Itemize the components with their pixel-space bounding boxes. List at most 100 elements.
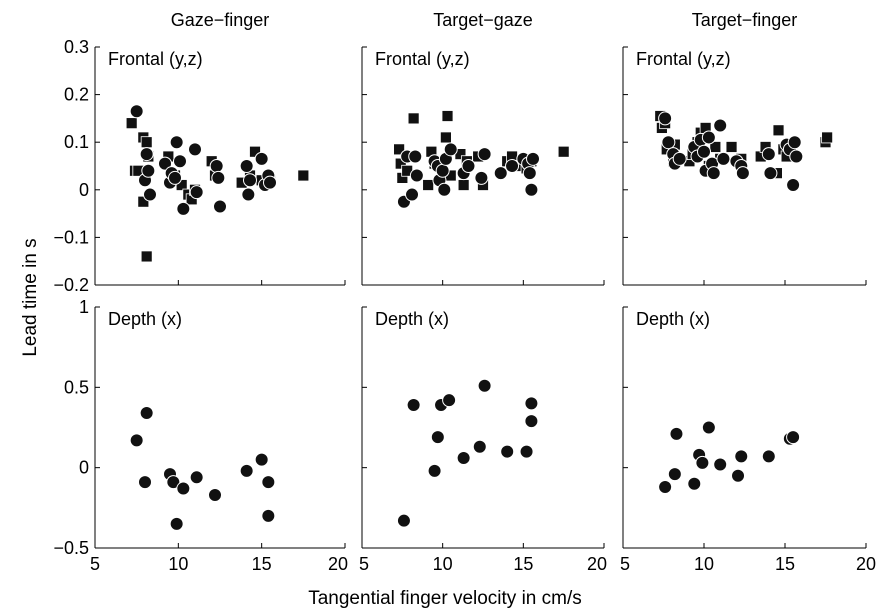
data-point-circle bbox=[243, 173, 257, 188]
data-point-circle bbox=[713, 118, 728, 133]
data-point-circle bbox=[208, 487, 222, 502]
data-point-circle bbox=[405, 187, 420, 202]
data-point-circle bbox=[524, 396, 539, 411]
data-point-circle bbox=[477, 147, 492, 162]
x-tick-label: 20 bbox=[328, 554, 348, 574]
data-point-circle bbox=[213, 199, 227, 214]
y-tick-label: 0.5 bbox=[64, 377, 89, 397]
data-point-circle bbox=[474, 170, 489, 185]
data-point-circle bbox=[461, 159, 476, 173]
data-point-circle bbox=[526, 151, 541, 166]
data-point-circle bbox=[519, 444, 534, 459]
y-tick-label: 0 bbox=[79, 180, 89, 200]
x-tick-label: 15 bbox=[775, 554, 795, 574]
x-axis-label: Tangential finger velocity in cm/s bbox=[308, 588, 582, 609]
y-tick-label: 0.3 bbox=[64, 37, 89, 57]
data-point-circle bbox=[695, 455, 710, 470]
y-tick-label: 0.2 bbox=[64, 85, 89, 105]
data-point-square bbox=[422, 179, 435, 191]
data-point-square bbox=[125, 117, 138, 130]
data-point-circle bbox=[477, 378, 492, 393]
data-point-circle bbox=[472, 439, 487, 454]
data-point-circle bbox=[524, 414, 539, 429]
data-point-circle bbox=[500, 444, 515, 459]
data-point-circle bbox=[408, 149, 423, 164]
data-point-circle bbox=[406, 398, 421, 413]
panel-label: Depth (x) bbox=[108, 309, 182, 329]
data-point-circle bbox=[687, 476, 702, 491]
data-point-square bbox=[407, 112, 420, 125]
data-point-circle bbox=[787, 135, 802, 150]
data-point-circle bbox=[129, 433, 144, 448]
data-point-circle bbox=[209, 159, 224, 173]
panel-label: Frontal (y,z) bbox=[375, 49, 470, 69]
data-point-circle bbox=[176, 481, 191, 496]
data-point-circle bbox=[211, 170, 226, 185]
x-tick-label: 10 bbox=[168, 554, 188, 574]
x-tick-label: 20 bbox=[856, 554, 876, 574]
x-tick-label: 10 bbox=[433, 554, 453, 574]
data-point-circle bbox=[437, 182, 452, 197]
data-point-circle bbox=[789, 149, 804, 164]
data-point-circle bbox=[716, 151, 731, 166]
y-axis-label: Lead time in s bbox=[20, 238, 41, 356]
data-point-circle bbox=[493, 166, 508, 181]
data-point-square bbox=[140, 250, 153, 263]
data-point-circle bbox=[761, 147, 776, 162]
y-tick-label: 0.1 bbox=[64, 132, 89, 152]
data-point-square bbox=[441, 110, 454, 122]
data-point-square bbox=[725, 141, 738, 153]
data-point-circle bbox=[141, 163, 156, 178]
data-point-square bbox=[772, 124, 785, 137]
x-tick-label: 10 bbox=[694, 554, 714, 574]
x-tick-label: 15 bbox=[252, 554, 272, 574]
y-tick-label: 1 bbox=[79, 297, 89, 317]
data-point-circle bbox=[261, 475, 276, 490]
data-point-circle bbox=[713, 457, 728, 472]
data-point-circle bbox=[661, 135, 676, 150]
column-title: Target−finger bbox=[692, 10, 798, 30]
data-point-circle bbox=[427, 463, 442, 478]
data-point-circle bbox=[701, 420, 716, 435]
data-point-circle bbox=[138, 475, 152, 490]
data-point-square bbox=[557, 145, 570, 158]
data-point-circle bbox=[697, 144, 711, 159]
data-point-circle bbox=[168, 170, 182, 185]
x-tick-label: 5 bbox=[620, 554, 630, 574]
data-point-square bbox=[457, 179, 470, 191]
data-point-circle bbox=[261, 508, 276, 523]
data-point-circle bbox=[239, 159, 254, 173]
data-point-circle bbox=[505, 159, 520, 173]
data-point-circle bbox=[524, 182, 539, 197]
data-point-circle bbox=[735, 166, 750, 181]
y-tick-label: −0.1 bbox=[53, 227, 89, 247]
data-point-circle bbox=[188, 142, 202, 157]
data-point-circle bbox=[169, 516, 184, 531]
data-point-circle bbox=[706, 166, 721, 181]
y-tick-label: −0.2 bbox=[53, 275, 89, 295]
data-point-circle bbox=[672, 151, 687, 166]
data-point-circle bbox=[430, 430, 445, 445]
data-point-circle bbox=[522, 166, 537, 181]
y-tick-label: 0 bbox=[79, 458, 89, 478]
data-point-square bbox=[709, 141, 722, 153]
data-point-circle bbox=[442, 393, 457, 408]
data-point-circle bbox=[241, 187, 256, 202]
data-point-square bbox=[140, 136, 153, 149]
data-point-square bbox=[297, 169, 310, 182]
panel-label: Depth (x) bbox=[375, 309, 449, 329]
panel-label: Depth (x) bbox=[636, 309, 710, 329]
x-tick-label: 5 bbox=[90, 554, 100, 574]
data-point-square bbox=[439, 131, 452, 144]
data-point-circle bbox=[669, 426, 684, 441]
panel-label: Frontal (y,z) bbox=[108, 49, 203, 69]
data-point-circle bbox=[189, 470, 204, 485]
x-tick-label: 20 bbox=[587, 554, 607, 574]
data-point-circle bbox=[443, 142, 458, 157]
data-point-circle bbox=[409, 168, 424, 183]
data-point-circle bbox=[254, 452, 269, 467]
data-point-circle bbox=[731, 468, 746, 483]
data-point-circle bbox=[143, 187, 157, 202]
x-tick-label: 5 bbox=[359, 554, 369, 574]
